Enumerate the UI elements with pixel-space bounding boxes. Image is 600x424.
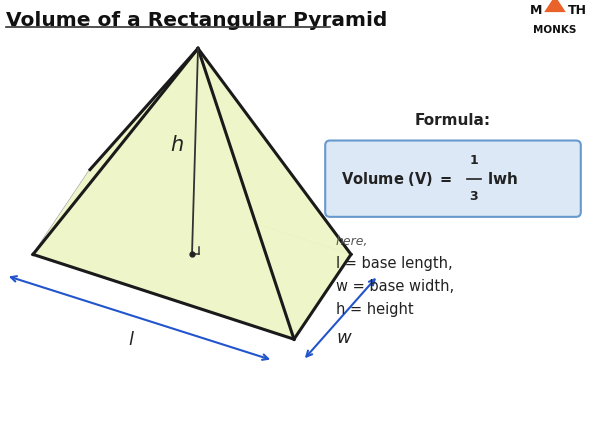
Polygon shape: [544, 0, 566, 12]
Text: $\mathbf{Volume\ (V)\ =}$: $\mathbf{Volume\ (V)\ =}$: [341, 170, 452, 188]
Polygon shape: [33, 48, 198, 254]
Text: h: h: [170, 135, 184, 155]
FancyBboxPatch shape: [325, 140, 581, 217]
Text: M: M: [529, 4, 542, 17]
Text: w: w: [336, 329, 351, 347]
Text: w = base width,: w = base width,: [336, 279, 454, 294]
Text: 1: 1: [470, 154, 478, 167]
Text: Formula:: Formula:: [415, 113, 491, 128]
Text: h = height: h = height: [336, 301, 413, 317]
Polygon shape: [33, 48, 294, 339]
Text: TH: TH: [568, 4, 587, 17]
Text: MONKS: MONKS: [533, 25, 577, 35]
Polygon shape: [33, 170, 351, 339]
Text: 3: 3: [470, 190, 478, 203]
Text: l = base length,: l = base length,: [336, 256, 452, 271]
Text: $\mathbf{lwh}$: $\mathbf{lwh}$: [487, 171, 518, 187]
Text: here,: here,: [336, 235, 368, 248]
Polygon shape: [198, 48, 351, 339]
Polygon shape: [90, 48, 351, 254]
Text: l: l: [128, 331, 133, 349]
Text: Volume of a Rectangular Pyramid: Volume of a Rectangular Pyramid: [6, 11, 388, 30]
